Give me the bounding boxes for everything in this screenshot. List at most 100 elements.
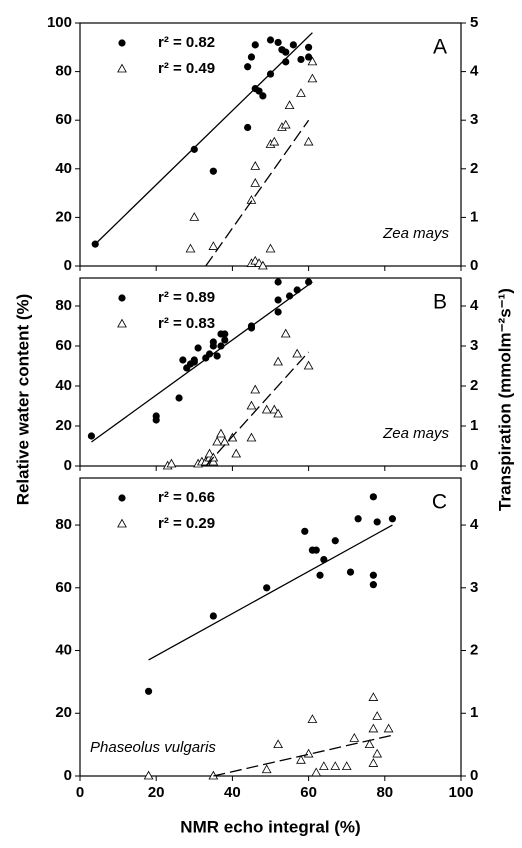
circle-point [282, 48, 290, 56]
y-tick-label: 40 [55, 160, 72, 177]
y-tick-label: 80 [55, 297, 72, 314]
plot-frame [79, 277, 462, 467]
triangle-point [307, 56, 318, 66]
circle-point [266, 36, 275, 44]
x-tick-label: 100 [448, 784, 473, 801]
y2-tick-label: 4 [470, 516, 479, 533]
y2-tick-label: 3 [470, 337, 478, 354]
circle-point [209, 342, 217, 350]
y2-tick-label: 4 [470, 297, 479, 314]
circle-point [255, 87, 263, 95]
triangle-point [303, 748, 314, 758]
y2-tick-label: 1 [470, 208, 478, 225]
triangle-point [246, 195, 257, 204]
triangle-point [269, 404, 280, 414]
y2-tick-label: 4 [470, 63, 479, 80]
y2-tick-label: 2 [470, 160, 478, 177]
circle-point [346, 568, 355, 576]
circle-point [305, 43, 313, 51]
y-tick-label: 0 [64, 257, 72, 274]
y-tick-label: 40 [55, 377, 72, 394]
circle-point [369, 571, 377, 579]
circle-point [194, 344, 202, 352]
triangle-point [330, 761, 341, 770]
circle-point [331, 537, 339, 545]
legend-label: r² = 0.66 [158, 489, 215, 506]
circle-point [152, 412, 160, 420]
circle-point [369, 581, 377, 589]
fit-line [91, 281, 313, 443]
triangle-point [269, 136, 280, 146]
triangle-point [284, 100, 295, 110]
fit-line [205, 351, 310, 467]
triangle-point [231, 448, 242, 458]
y-tick-label: 0 [64, 767, 72, 784]
species-annotation: Zea mays [382, 425, 449, 442]
x-tick-label: 40 [224, 784, 241, 801]
legend-marker [117, 63, 127, 73]
y2-tick-label: 3 [470, 111, 478, 128]
triangle-point [250, 178, 261, 187]
circle-point [274, 38, 282, 47]
triangle-point [318, 761, 329, 770]
triangle-point [368, 758, 379, 767]
triangle-point [349, 733, 360, 742]
circle-point [217, 342, 225, 350]
triangle-point [364, 739, 375, 749]
y2-tick-label: 2 [470, 641, 478, 658]
triangle-point [368, 692, 379, 701]
circle-point [87, 432, 96, 440]
circle-point [354, 515, 362, 523]
circle-point [247, 53, 256, 61]
triangle-point [303, 136, 314, 146]
circle-point [316, 571, 324, 579]
fit-line [148, 524, 393, 661]
legend-label: r² = 0.83 [158, 315, 215, 332]
triangle-point [280, 328, 291, 338]
circle-point [369, 493, 377, 501]
triangle-point [246, 432, 257, 442]
legend-label: r² = 0.49 [158, 60, 215, 77]
triangle-point [143, 770, 154, 780]
triangle-point [280, 119, 291, 129]
legend-label: r² = 0.89 [158, 289, 215, 306]
legend-marker [117, 518, 127, 528]
triangle-point [261, 404, 272, 414]
circle-point [388, 515, 397, 523]
x-tick-label: 20 [148, 784, 165, 801]
species-annotation: Zea mays [382, 225, 449, 242]
x-tick-label: 60 [300, 784, 317, 801]
legend-marker [118, 494, 126, 502]
circle-point [274, 296, 282, 304]
triangle-point [307, 714, 318, 723]
circle-point [305, 53, 313, 61]
triangle-point [246, 400, 257, 410]
circle-point [213, 352, 221, 360]
circle-point [373, 518, 381, 526]
plot-frame [79, 477, 462, 777]
triangle-point [257, 260, 268, 270]
legend-label: r² = 0.29 [158, 515, 215, 532]
circle-point [190, 356, 198, 364]
circle-point [244, 63, 252, 71]
y-tick-label: 20 [55, 417, 72, 434]
y-tick-label: 100 [47, 14, 72, 31]
y2-tick-label: 3 [470, 579, 478, 596]
y-tick-label: 60 [55, 337, 72, 354]
circle-point [274, 278, 282, 286]
triangle-point [250, 384, 261, 394]
circle-point [244, 123, 252, 132]
circle-point [289, 41, 297, 49]
triangle-point [185, 243, 196, 253]
triangle-point [166, 458, 177, 468]
triangle-point [372, 748, 383, 758]
circle-point [209, 167, 217, 175]
legend-marker [118, 39, 126, 47]
y2-tick-label: 0 [470, 767, 478, 784]
triangle-point [265, 243, 276, 253]
y-tick-label: 80 [55, 516, 72, 533]
y-tick-label: 0 [64, 457, 72, 474]
triangle-point [273, 408, 284, 418]
circle-point [179, 356, 187, 364]
